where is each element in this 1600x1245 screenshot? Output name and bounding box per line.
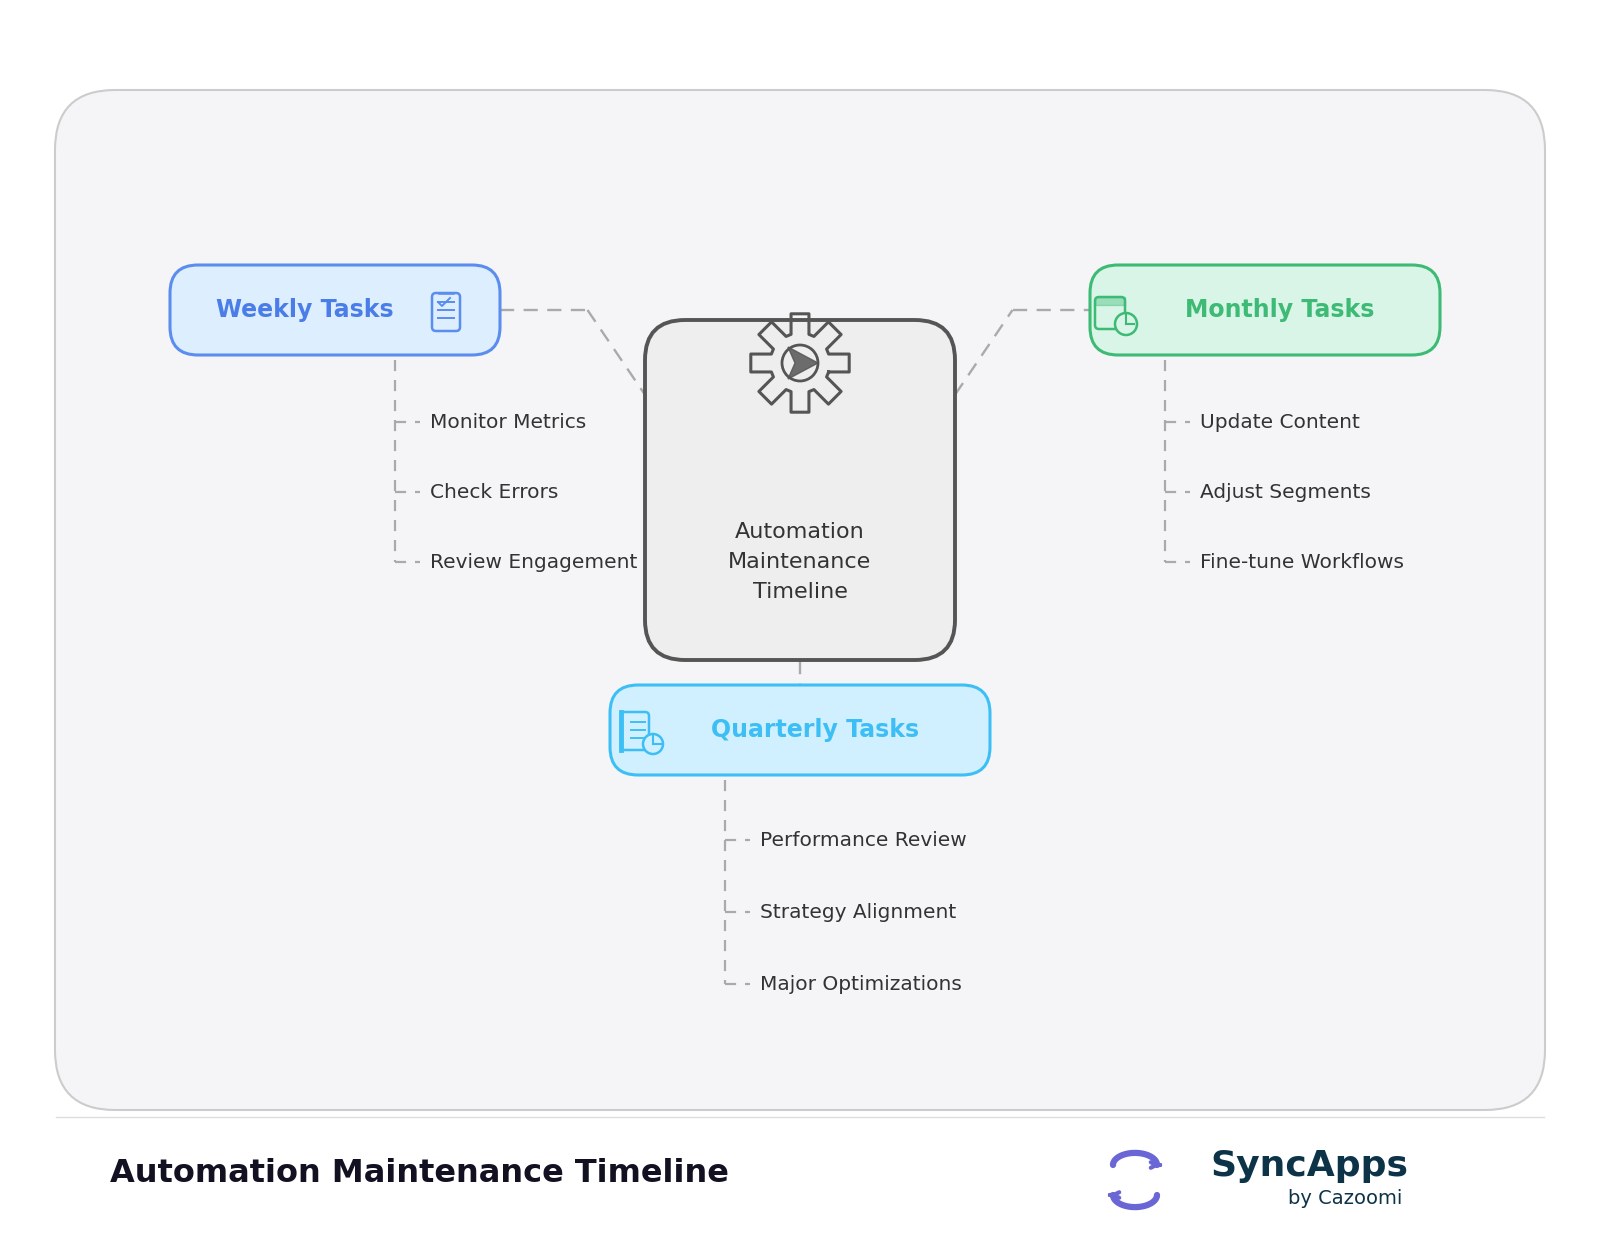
- Circle shape: [643, 735, 662, 754]
- Text: Quarterly Tasks: Quarterly Tasks: [710, 718, 918, 742]
- Text: by Cazoomi: by Cazoomi: [1288, 1189, 1402, 1208]
- Text: Automation Maintenance Timeline: Automation Maintenance Timeline: [110, 1158, 730, 1189]
- Text: SyncApps: SyncApps: [1210, 1149, 1408, 1183]
- Polygon shape: [787, 347, 818, 378]
- Text: Performance Review: Performance Review: [760, 830, 966, 849]
- Text: Monthly Tasks: Monthly Tasks: [1186, 298, 1374, 322]
- Text: Review Engagement: Review Engagement: [430, 553, 637, 571]
- Text: Automation
Maintenance
Timeline: Automation Maintenance Timeline: [728, 523, 872, 601]
- FancyBboxPatch shape: [610, 685, 990, 774]
- Text: Fine-tune Workflows: Fine-tune Workflows: [1200, 553, 1405, 571]
- Text: Major Optimizations: Major Optimizations: [760, 975, 962, 994]
- Text: Strategy Alignment: Strategy Alignment: [760, 903, 957, 921]
- FancyBboxPatch shape: [170, 265, 499, 355]
- Text: Adjust Segments: Adjust Segments: [1200, 483, 1371, 502]
- Text: Check Errors: Check Errors: [430, 483, 558, 502]
- Text: Monitor Metrics: Monitor Metrics: [430, 412, 586, 432]
- Circle shape: [1115, 312, 1138, 335]
- FancyBboxPatch shape: [645, 320, 955, 660]
- Text: Update Content: Update Content: [1200, 412, 1360, 432]
- FancyBboxPatch shape: [54, 90, 1546, 1111]
- Polygon shape: [1094, 298, 1125, 305]
- Circle shape: [782, 345, 818, 381]
- FancyBboxPatch shape: [1090, 265, 1440, 355]
- Text: Weekly Tasks: Weekly Tasks: [216, 298, 394, 322]
